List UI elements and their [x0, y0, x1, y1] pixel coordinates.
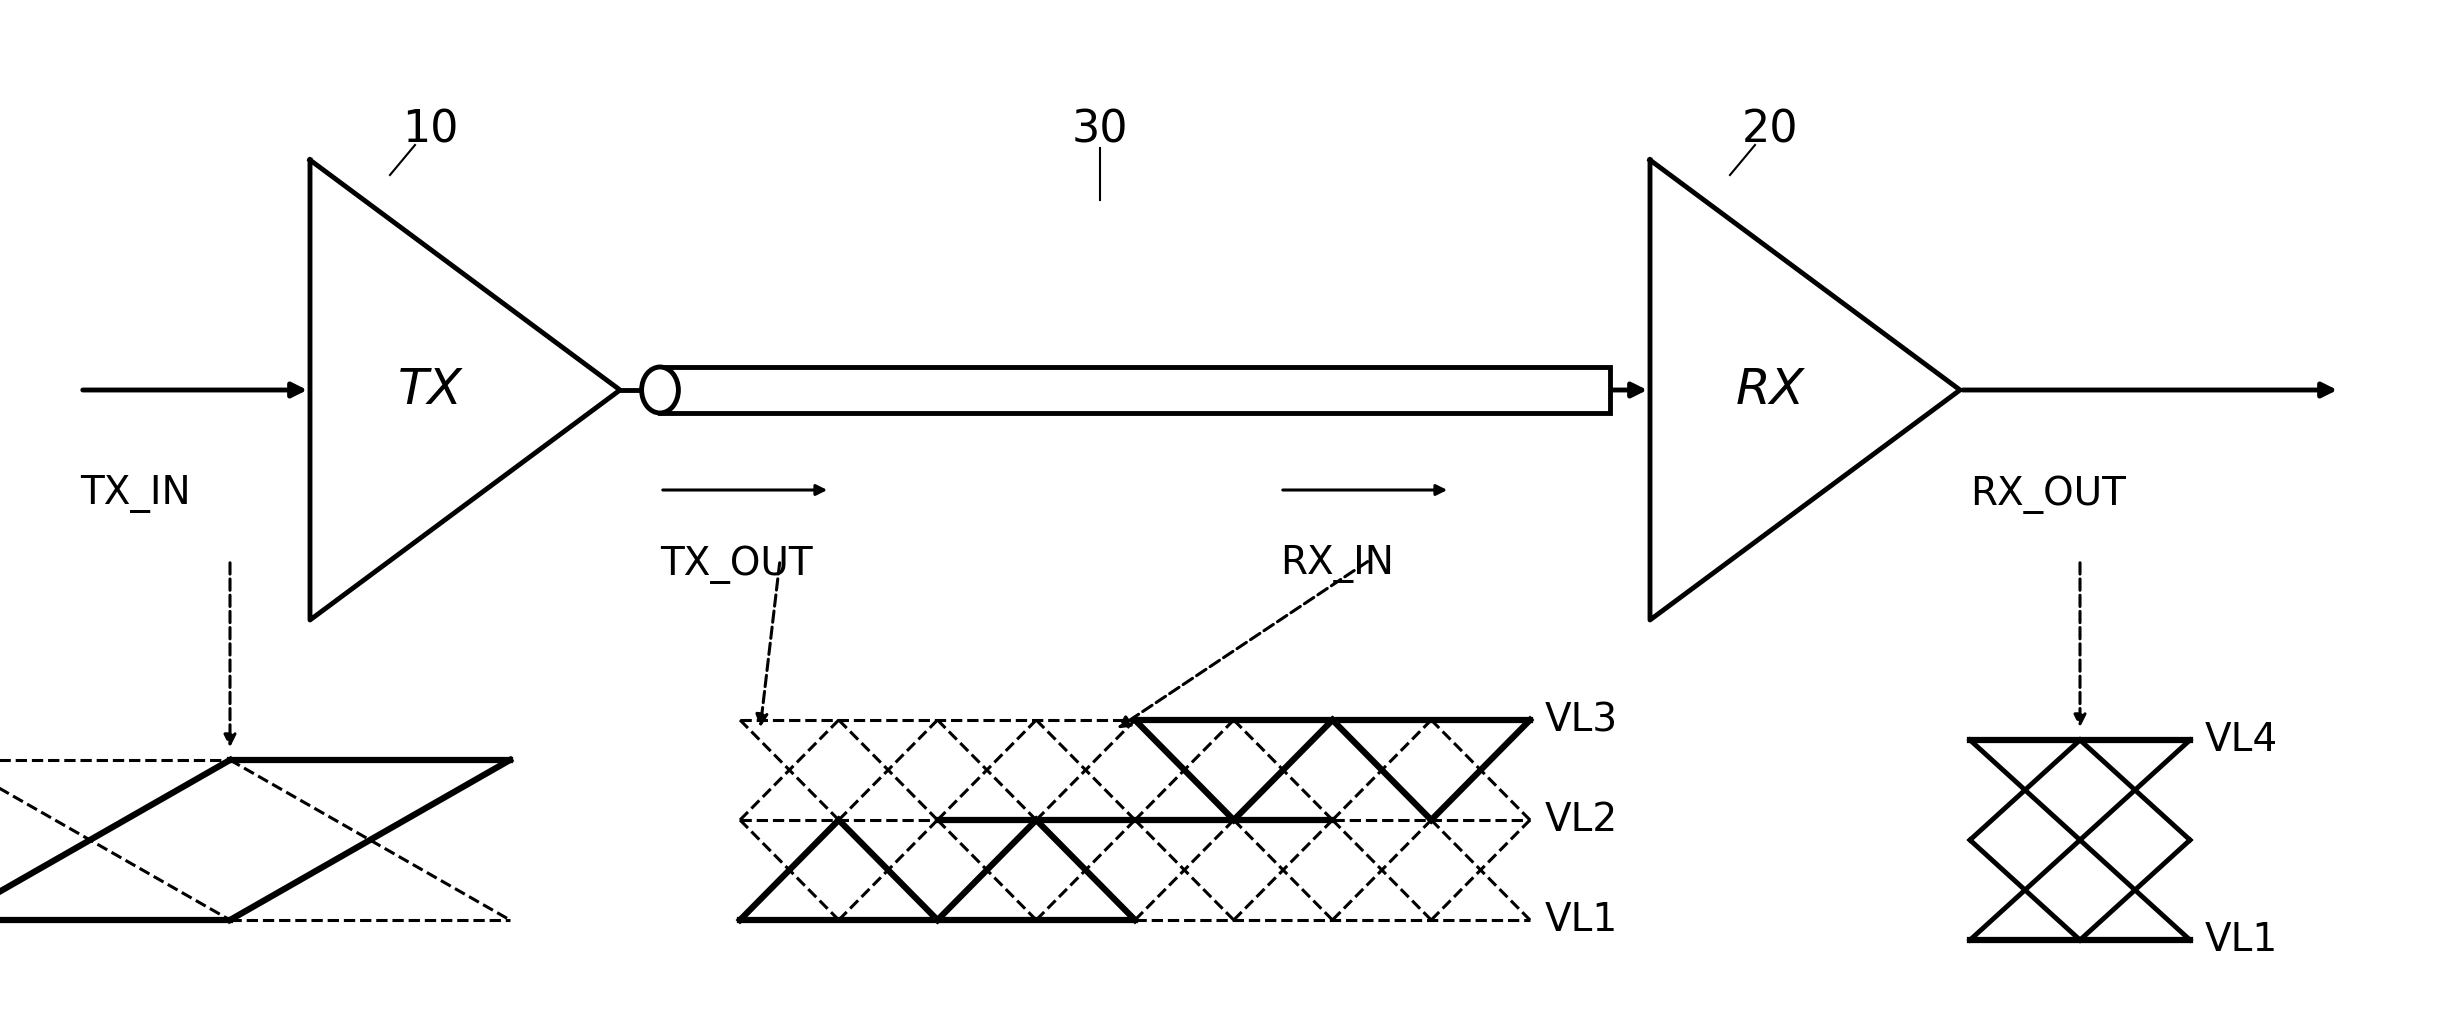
Text: 20: 20: [1742, 109, 1799, 152]
Bar: [661, 367, 1609, 413]
Text: TX_IN: TX_IN: [81, 475, 192, 513]
Text: TX: TX: [398, 366, 462, 414]
Text: 30: 30: [1071, 109, 1128, 152]
Text: RX_IN: RX_IN: [1280, 545, 1393, 583]
Text: RX: RX: [1735, 366, 1803, 414]
Text: VL3: VL3: [1545, 701, 1619, 739]
Text: VL4: VL4: [2204, 721, 2278, 759]
Text: 10: 10: [403, 109, 459, 152]
Text: VL1: VL1: [1545, 901, 1619, 939]
Text: RX_OUT: RX_OUT: [1971, 475, 2125, 513]
Text: VL1: VL1: [2204, 921, 2278, 959]
Text: VL2: VL2: [1545, 801, 1619, 839]
Ellipse shape: [641, 367, 678, 413]
Text: TX_OUT: TX_OUT: [661, 545, 813, 584]
